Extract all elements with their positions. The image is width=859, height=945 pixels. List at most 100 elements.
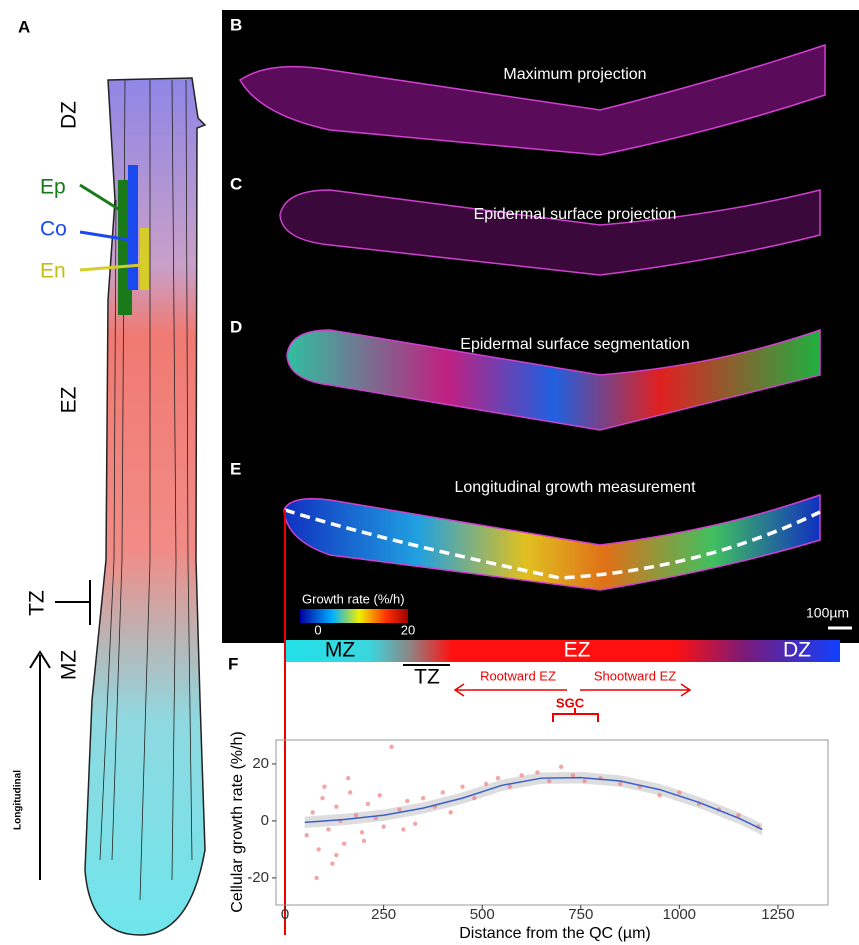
data-point [397,807,402,812]
midline [284,508,821,580]
data-point [405,798,410,804]
panel-c: C Epidermal surface projection [230,174,821,276]
zone-label: EZ [564,639,591,662]
zone-label: DZ [58,101,81,129]
ep-pointer [79,183,121,212]
data-point [570,773,576,778]
confidence-band [304,771,763,836]
y-tick-label: 0 [261,812,269,829]
data-point [373,815,378,821]
data-point [322,784,327,789]
zone-bar [286,640,840,662]
x-tick-label: 1000 [663,906,696,923]
axis-label: Longitudinal [13,770,24,830]
data-point [535,770,540,775]
fit-line [304,776,763,831]
panel-title: Epidermal surface segmentation [460,336,689,353]
zone-label: TZ [26,590,49,616]
x-tick-label: 1250 [761,906,794,923]
data-point [334,804,339,809]
cortex [128,165,138,290]
panel-title: Longitudinal growth measurement [454,479,696,496]
colorbar-max: 20 [401,622,415,637]
panel-label: C [230,174,242,193]
data-point [558,764,564,769]
endodermis [140,228,149,290]
data-point [448,810,453,815]
y-tick-label: -20 [247,869,269,886]
root-diagram [84,77,207,936]
panel-f: F MZ TZ EZ DZ Rootward EZ Shootward EZ S… [228,510,840,942]
data-point [326,827,331,832]
data-point [582,778,587,784]
data-point [460,784,465,789]
data-point [377,793,382,798]
zone-label: DZ [783,639,811,662]
root-image [239,43,826,156]
data-point [495,775,501,781]
panel-label: A [18,17,30,36]
data-point [420,795,426,801]
arrows [453,683,692,697]
annotation: Shootward EZ [594,668,676,683]
cell-files [99,79,193,901]
zone-label: EZ [58,386,81,413]
axis-arrow-head [29,650,51,669]
data-point [320,795,325,801]
data-point [353,813,359,818]
panel-label: F [228,654,238,673]
data-point [657,793,662,798]
data-point [347,790,353,795]
panel-e: E Longitudinal growth measurement Growth… [230,459,852,637]
x-axis-label: Distance from the QC (µm) [459,925,650,942]
data-point [519,773,524,778]
panel-b: B Maximum projection [230,15,826,156]
annotation: Rootward EZ [480,668,556,683]
x-tick-label: 500 [470,906,495,923]
data-point [440,790,445,795]
data-point [507,784,513,789]
colorbar-title: Growth rate (%/h) [302,591,405,606]
tissue-label: En [40,260,66,283]
data-point [316,847,321,852]
zone-label: TZ [414,666,440,689]
data-point [310,810,315,815]
colorbar [300,609,408,623]
annotation: SGC [556,695,585,710]
panel-title: Maximum projection [503,66,646,83]
panel-label: B [230,15,242,34]
data-point [365,801,371,807]
x-tick-label: 750 [568,906,593,923]
tissue-label: Ep [40,176,66,199]
data-point [401,827,406,832]
data-point [677,790,682,795]
x-tick-label: 0 [281,906,289,923]
data-point [330,861,335,866]
data-point [547,778,552,784]
x-tick-label: 250 [371,906,396,923]
data-point [359,830,365,835]
data-point [314,875,319,881]
scale-bar-label: 100µm [806,605,849,621]
data-point [483,781,489,787]
plot-frame [275,739,829,906]
data-point [345,775,351,781]
data-point [412,821,418,826]
tissue-label: Co [40,218,67,241]
data-point [361,838,367,844]
data-point [389,744,394,750]
root-image [286,328,821,431]
y-tick-label: 20 [252,755,269,772]
panel-title: Epidermal surface projection [474,206,677,223]
data-point [736,813,741,818]
sgc-bracket [552,708,599,722]
y-axis-label: Cellular growth rate (%/h) [229,731,246,912]
root-image [283,493,821,591]
panel-a: A Ep Co En DZ EZ TZ MZ Longitudinal [13,17,207,936]
panel-d: D Epidermal surface segmentation [230,317,821,431]
root-image [279,189,821,276]
co-pointer [79,230,131,242]
data-point [334,852,339,858]
zone-label: MZ [58,650,81,680]
